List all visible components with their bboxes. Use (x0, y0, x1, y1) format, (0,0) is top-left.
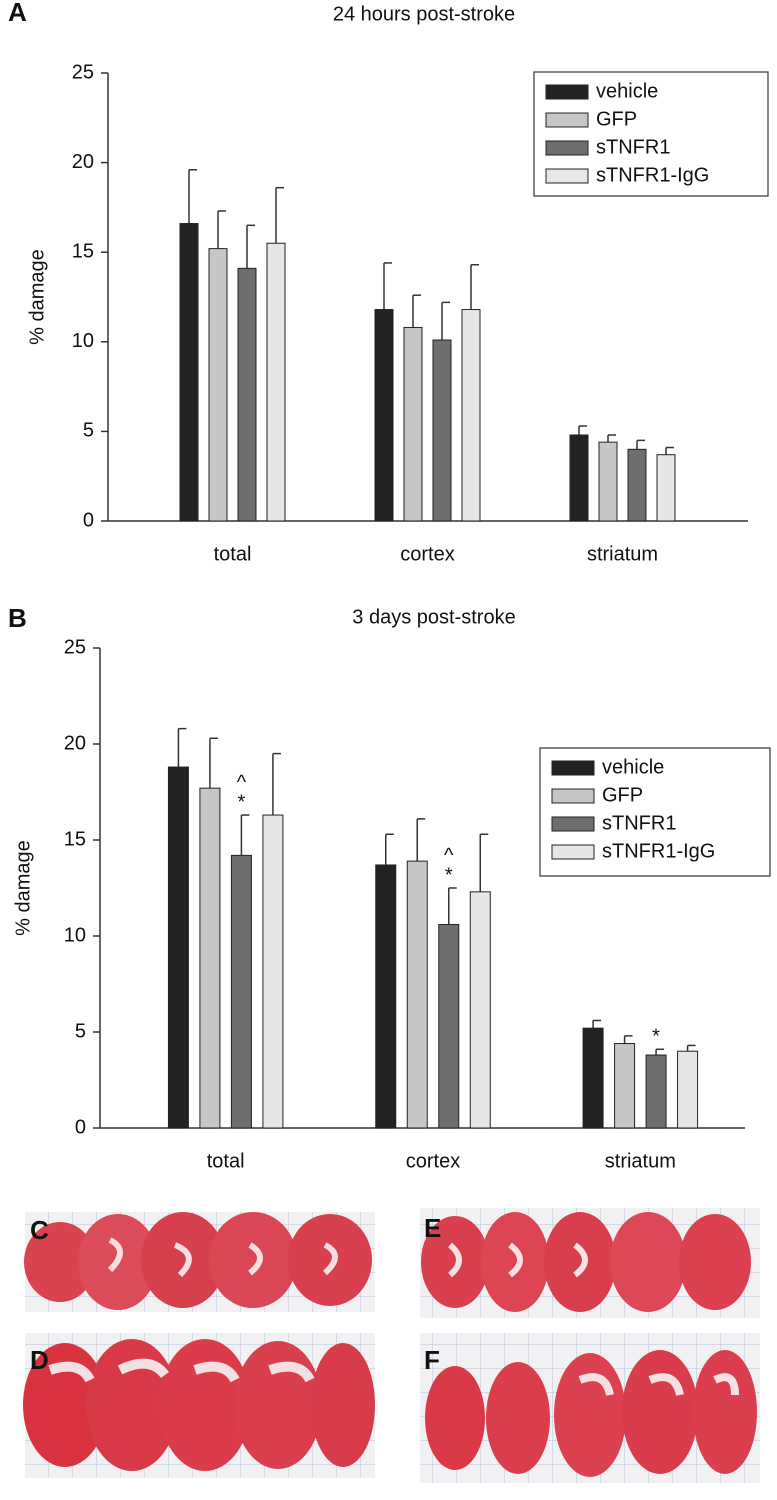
legend-swatch (551, 844, 595, 860)
legend-label: GFP (596, 108, 637, 130)
y-tick-label: 15 (64, 828, 86, 850)
annotation: * (238, 791, 246, 813)
y-tick-label: 5 (83, 420, 94, 442)
y-tick-label: 20 (64, 732, 86, 754)
legend-label: vehicle (602, 756, 664, 778)
legend-swatch (551, 760, 595, 776)
x-tick-label: cortex (400, 543, 454, 565)
bar (438, 923, 460, 1129)
y-axis-label: % damage (12, 840, 34, 936)
x-tick-label: total (207, 1150, 245, 1172)
y-tick-label: 25 (64, 636, 86, 658)
panel-label: B (8, 603, 27, 633)
legend-swatch (545, 140, 589, 156)
bar (645, 1054, 667, 1129)
bar (656, 454, 676, 522)
bar (582, 1027, 604, 1129)
bar (614, 1043, 636, 1129)
panel-label: C (30, 1215, 49, 1245)
bar (230, 854, 252, 1129)
legend-label: sTNFR1 (596, 136, 670, 158)
legend-swatch (545, 168, 589, 184)
x-tick-label: striatum (587, 543, 658, 565)
bar (266, 242, 286, 522)
annotation: ^ (237, 771, 247, 793)
x-tick-label: striatum (605, 1150, 676, 1172)
bar (461, 309, 481, 522)
panel-label: F (424, 1345, 440, 1375)
x-tick-label: total (214, 543, 252, 565)
annotation: * (445, 864, 453, 886)
panel-label: D (30, 1345, 49, 1375)
legend-swatch (545, 112, 589, 128)
y-tick-label: 10 (72, 330, 94, 352)
legend-swatch (551, 788, 595, 804)
bar (237, 267, 257, 522)
bar (406, 860, 428, 1129)
y-axis-label: % damage (26, 249, 48, 345)
legend-label: sTNFR1-IgG (602, 840, 715, 862)
photo-d (23, 1333, 375, 1478)
legend-label: GFP (602, 784, 643, 806)
bar (167, 766, 189, 1129)
y-tick-label: 10 (64, 924, 86, 946)
photo-c (24, 1212, 375, 1312)
legend-swatch (551, 816, 595, 832)
bar (627, 448, 647, 522)
legend-label: sTNFR1-IgG (596, 164, 709, 186)
bar (469, 891, 491, 1129)
legend-label: vehicle (596, 80, 658, 102)
bar (569, 434, 589, 522)
panel-label: A (8, 0, 27, 27)
legend-swatch (545, 84, 589, 100)
y-tick-label: 20 (72, 151, 94, 173)
photo-e (420, 1208, 760, 1318)
bar (375, 864, 397, 1129)
bar (262, 814, 284, 1129)
chart-title: 3 days post-stroke (352, 606, 515, 628)
annotation: * (652, 1026, 660, 1048)
y-tick-label: 0 (75, 1116, 86, 1138)
panel-label: E (424, 1213, 441, 1243)
bar (432, 339, 452, 522)
legend-label: sTNFR1 (602, 812, 676, 834)
bar (598, 441, 618, 522)
y-tick-label: 0 (83, 509, 94, 531)
bar (208, 248, 228, 522)
photo-f (420, 1333, 760, 1483)
x-tick-label: cortex (406, 1150, 460, 1172)
annotation: ^ (444, 844, 454, 866)
bar (179, 223, 199, 522)
bar (677, 1050, 699, 1129)
bar (374, 309, 394, 522)
y-tick-label: 5 (75, 1020, 86, 1042)
y-tick-label: 15 (72, 240, 94, 262)
bar (199, 787, 221, 1129)
bar (403, 326, 423, 522)
chart-title: 24 hours post-stroke (333, 3, 515, 25)
y-tick-label: 25 (72, 61, 94, 83)
